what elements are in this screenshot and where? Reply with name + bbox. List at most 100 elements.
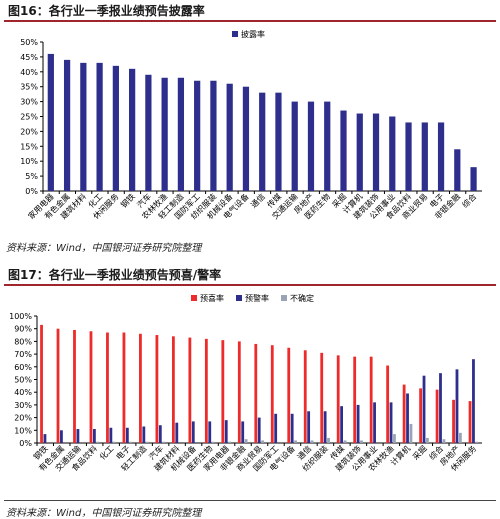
chart17-bar-s2 <box>125 427 129 443</box>
chart16-bar-s1 <box>389 116 396 191</box>
chart17-bar-s2 <box>43 434 47 443</box>
chart16-x-tick-label: 钢铁 <box>118 191 136 209</box>
chart16-x-tick-label: 通信 <box>249 191 267 209</box>
chart16-bar-s1 <box>226 83 233 191</box>
chart16-bar-s1 <box>405 122 412 191</box>
chart17-bar-s1 <box>155 335 159 443</box>
chart17-legend-swatch <box>191 295 197 301</box>
chart16-bar-s1 <box>96 62 103 191</box>
chart17-y-tick-label: 80% <box>14 337 32 346</box>
chart17-bar-s1 <box>188 337 192 443</box>
chart16-bar-s1 <box>80 62 87 191</box>
chart16-y-tick-label: 0% <box>25 187 38 196</box>
chart17-bar-s3 <box>426 437 429 443</box>
chart17-bar-s2 <box>373 402 376 443</box>
chart17-bar-s2 <box>422 375 426 443</box>
chart17-x-tick-label: 采掘 <box>410 443 428 461</box>
chart17-bar-s3 <box>228 441 232 443</box>
chart17-y-tick-label: 60% <box>14 363 32 372</box>
figure-16-title: 图16：各行业一季报业绩预告披露率 <box>8 4 205 18</box>
chart16-bar-s1 <box>291 101 298 191</box>
chart16-y-tick-label: 5% <box>25 172 38 181</box>
chart16-bar-s1 <box>470 167 477 191</box>
chart17-bar-s1 <box>270 345 274 443</box>
chart17-bar-s3 <box>475 441 479 443</box>
figure-16-source: 资料来源：Wind，中国银河证券研究院整理 <box>6 243 202 254</box>
chart16-bar-s1 <box>242 86 250 191</box>
figure-17-title: 图17：各行业一季报业绩预告预喜/警率 <box>8 268 222 282</box>
chart17-bar-s2 <box>208 421 212 443</box>
chart16-bar-s1 <box>177 77 185 191</box>
chart16-y-tick-label: 10% <box>20 157 38 166</box>
chart17-bar-s2 <box>439 373 442 443</box>
chart17-bar-s2 <box>92 429 96 443</box>
chart17-bar-s1 <box>287 347 291 443</box>
chart17-bar-s3 <box>261 440 265 443</box>
chart16-bar-s1 <box>372 113 380 191</box>
chart17-y-tick-label: 0% <box>19 439 32 448</box>
chart17-bar-s3 <box>393 434 396 443</box>
chart17-bar-s1 <box>171 336 175 443</box>
chart17-bar-s3 <box>162 441 166 443</box>
chart17-bar-s1 <box>468 401 472 443</box>
chart16-bar-s1 <box>129 68 136 191</box>
chart17-bar-s1 <box>386 365 390 443</box>
chart17-bar-s3 <box>343 440 347 443</box>
chart17-bar-s1 <box>320 352 324 443</box>
chart17-bar-s2 <box>472 359 475 443</box>
chart17-bar-s2 <box>109 427 113 443</box>
chart16-bar-s1 <box>161 77 168 191</box>
chart17-bar-s2 <box>224 420 228 443</box>
chart17-y-tick-label: 90% <box>14 325 32 334</box>
chart16-y-tick-label: 50% <box>20 38 38 47</box>
chart16-bar-s1 <box>194 80 201 191</box>
bottom-rule <box>4 500 496 501</box>
chart16-y-tick-label: 30% <box>20 98 38 107</box>
chart17-bar-s1 <box>237 341 241 443</box>
chart17-bar-s3 <box>294 440 297 443</box>
chart16-y-tick-label: 35% <box>20 83 38 92</box>
chart17-bar-s2 <box>241 421 245 443</box>
chart17-bar-s1 <box>336 355 340 443</box>
chart-16-disclosure-rate: 0%5%10%15%20%25%30%35%40%45%50%家用电器有色金属建… <box>20 29 482 221</box>
chart16-bar-s1 <box>63 59 71 191</box>
chart17-y-tick-label: 30% <box>14 401 32 410</box>
chart17-bar-s2 <box>290 413 294 443</box>
chart17-legend-swatch <box>236 295 242 301</box>
chart17-bar-s3 <box>310 440 314 443</box>
chart17-bar-s1 <box>353 356 357 443</box>
chart17-bar-s2 <box>274 413 278 443</box>
chart17-bar-s1 <box>40 324 43 443</box>
chart17-bar-s2 <box>142 426 146 443</box>
chart17-bar-s2 <box>307 411 311 443</box>
chart17-bar-s1 <box>139 333 142 443</box>
chart17-y-tick-label: 40% <box>14 388 32 397</box>
chart17-bar-s2 <box>158 425 162 443</box>
chart17-bar-s2 <box>60 430 63 443</box>
chart17-bar-s1 <box>122 332 126 443</box>
chart17-bar-s1 <box>254 343 258 443</box>
chart16-y-tick-label: 25% <box>20 113 38 122</box>
chart17-bar-s2 <box>76 429 80 443</box>
chart17-y-tick-label: 100% <box>9 312 32 321</box>
chart16-bar-s1 <box>324 101 331 191</box>
chart16-y-tick-label: 45% <box>20 53 38 62</box>
chart17-bar-s3 <box>442 439 446 443</box>
chart17-bar-s2 <box>406 393 409 443</box>
chart16-bar-s1 <box>47 53 54 191</box>
chart17-legend-label: 不确定 <box>290 293 314 303</box>
chart16-bar-s1 <box>307 101 315 191</box>
figure-16-header: 图16：各行业一季报业绩预告披露率 <box>4 0 496 22</box>
chart17-bar-s1 <box>435 389 439 443</box>
chart17-bar-s1 <box>73 329 76 443</box>
chart16-bar-s1 <box>112 65 119 191</box>
chart17-bar-s2 <box>340 406 344 443</box>
chart17-bar-s1 <box>303 350 307 443</box>
chart17-bar-s3 <box>211 441 215 443</box>
chart17-y-tick-label: 50% <box>14 376 32 385</box>
chart16-legend-label: 披露率 <box>241 29 265 39</box>
chart17-bar-s1 <box>106 332 109 443</box>
chart17-legend-swatch <box>281 295 287 301</box>
chart17-bar-s2 <box>257 417 261 443</box>
chart16-bar-s1 <box>340 110 347 191</box>
